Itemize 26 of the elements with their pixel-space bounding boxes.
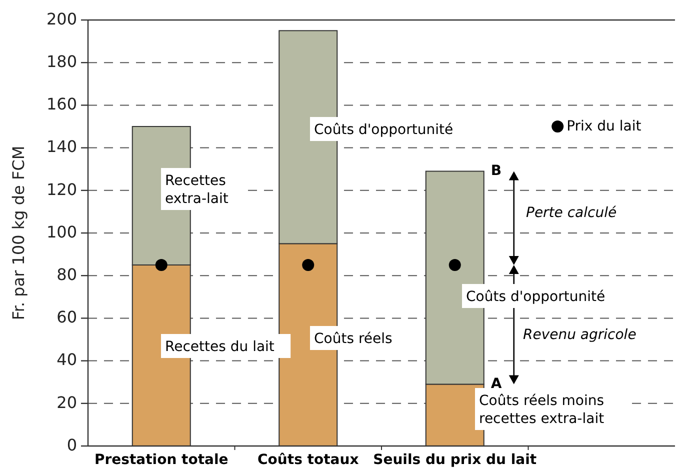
annotation: Coûts d'opportunité xyxy=(466,288,606,305)
x-tick-label: Prestation totale xyxy=(94,452,228,468)
y-tick-label: 20 xyxy=(56,392,77,412)
y-tick-label: 160 xyxy=(46,94,77,114)
y-tick-label: 0 xyxy=(66,435,77,454)
y-tick-label: 200 xyxy=(46,9,77,28)
annotation: A xyxy=(490,376,502,392)
annotation: Recettes extra-lait xyxy=(165,172,229,207)
legend-label: Prix du lait xyxy=(566,118,642,134)
y-tick-label: 140 xyxy=(46,137,77,156)
y-tick-label: 100 xyxy=(46,222,77,242)
y-tick-label: 180 xyxy=(46,52,77,71)
annotation: Recettes du lait xyxy=(165,338,275,355)
annotation: Coûts réels xyxy=(314,330,392,347)
x-tick-label: Seuils du prix du lait xyxy=(373,452,537,468)
x-tick-label: Coûts totaux xyxy=(258,452,359,468)
annotation: Perte calculé xyxy=(526,204,617,221)
annotation: Coûts réels moins recettes extra-lait xyxy=(479,392,605,427)
y-tick-label: 40 xyxy=(56,350,77,370)
y-tick-label: 120 xyxy=(46,180,77,199)
annotation: Coûts d'opportunité xyxy=(314,122,454,138)
y-axis-title: Fr. par 100 kg de FCM xyxy=(9,146,28,320)
y-tick-label: 80 xyxy=(56,264,77,284)
annotation: B xyxy=(490,163,502,180)
annotation: Revenu agricole xyxy=(523,326,636,343)
y-tick-label: 60 xyxy=(56,308,77,327)
